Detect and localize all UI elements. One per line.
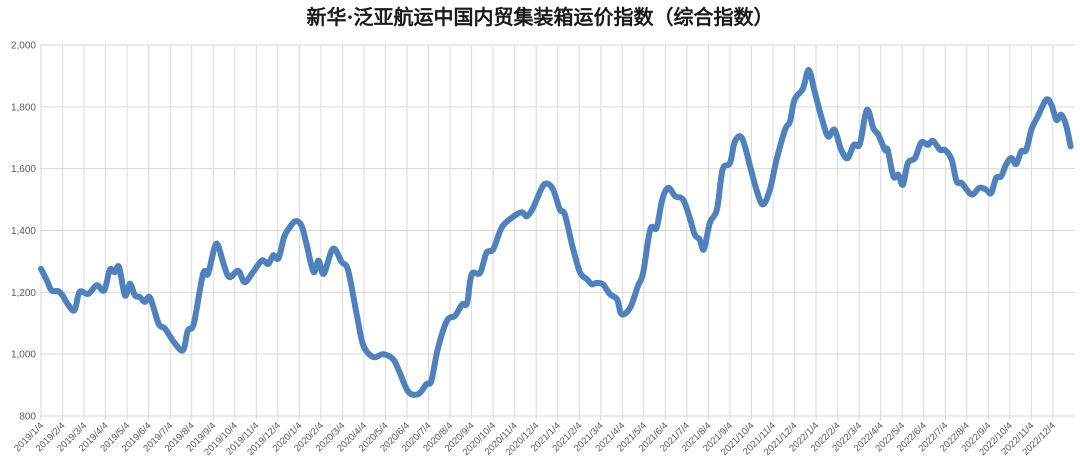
y-tick-label: 1,200: [11, 288, 36, 299]
y-tick-label: 800: [19, 412, 36, 423]
series-line: [38, 67, 1074, 398]
y-axis: 800 1,000 1,200 1,400 1,600 1,800 2,000: [11, 41, 36, 423]
y-tick-label: 1,000: [11, 350, 36, 361]
x-axis: 2019/1/42019/2/42019/3/42019/4/42019/5/4…: [12, 420, 1058, 458]
chart-title: 新华·泛亚航运中国内贸集装箱运价指数（综合指数）: [307, 5, 774, 29]
y-tick-label: 1,600: [11, 164, 36, 175]
y-tick-label: 1,400: [11, 226, 36, 237]
x-gridlines: [40, 45, 1054, 420]
y-tick-label: 1,800: [11, 102, 36, 113]
y-tick-label: 2,000: [11, 41, 36, 52]
data-points: [41, 70, 1071, 394]
